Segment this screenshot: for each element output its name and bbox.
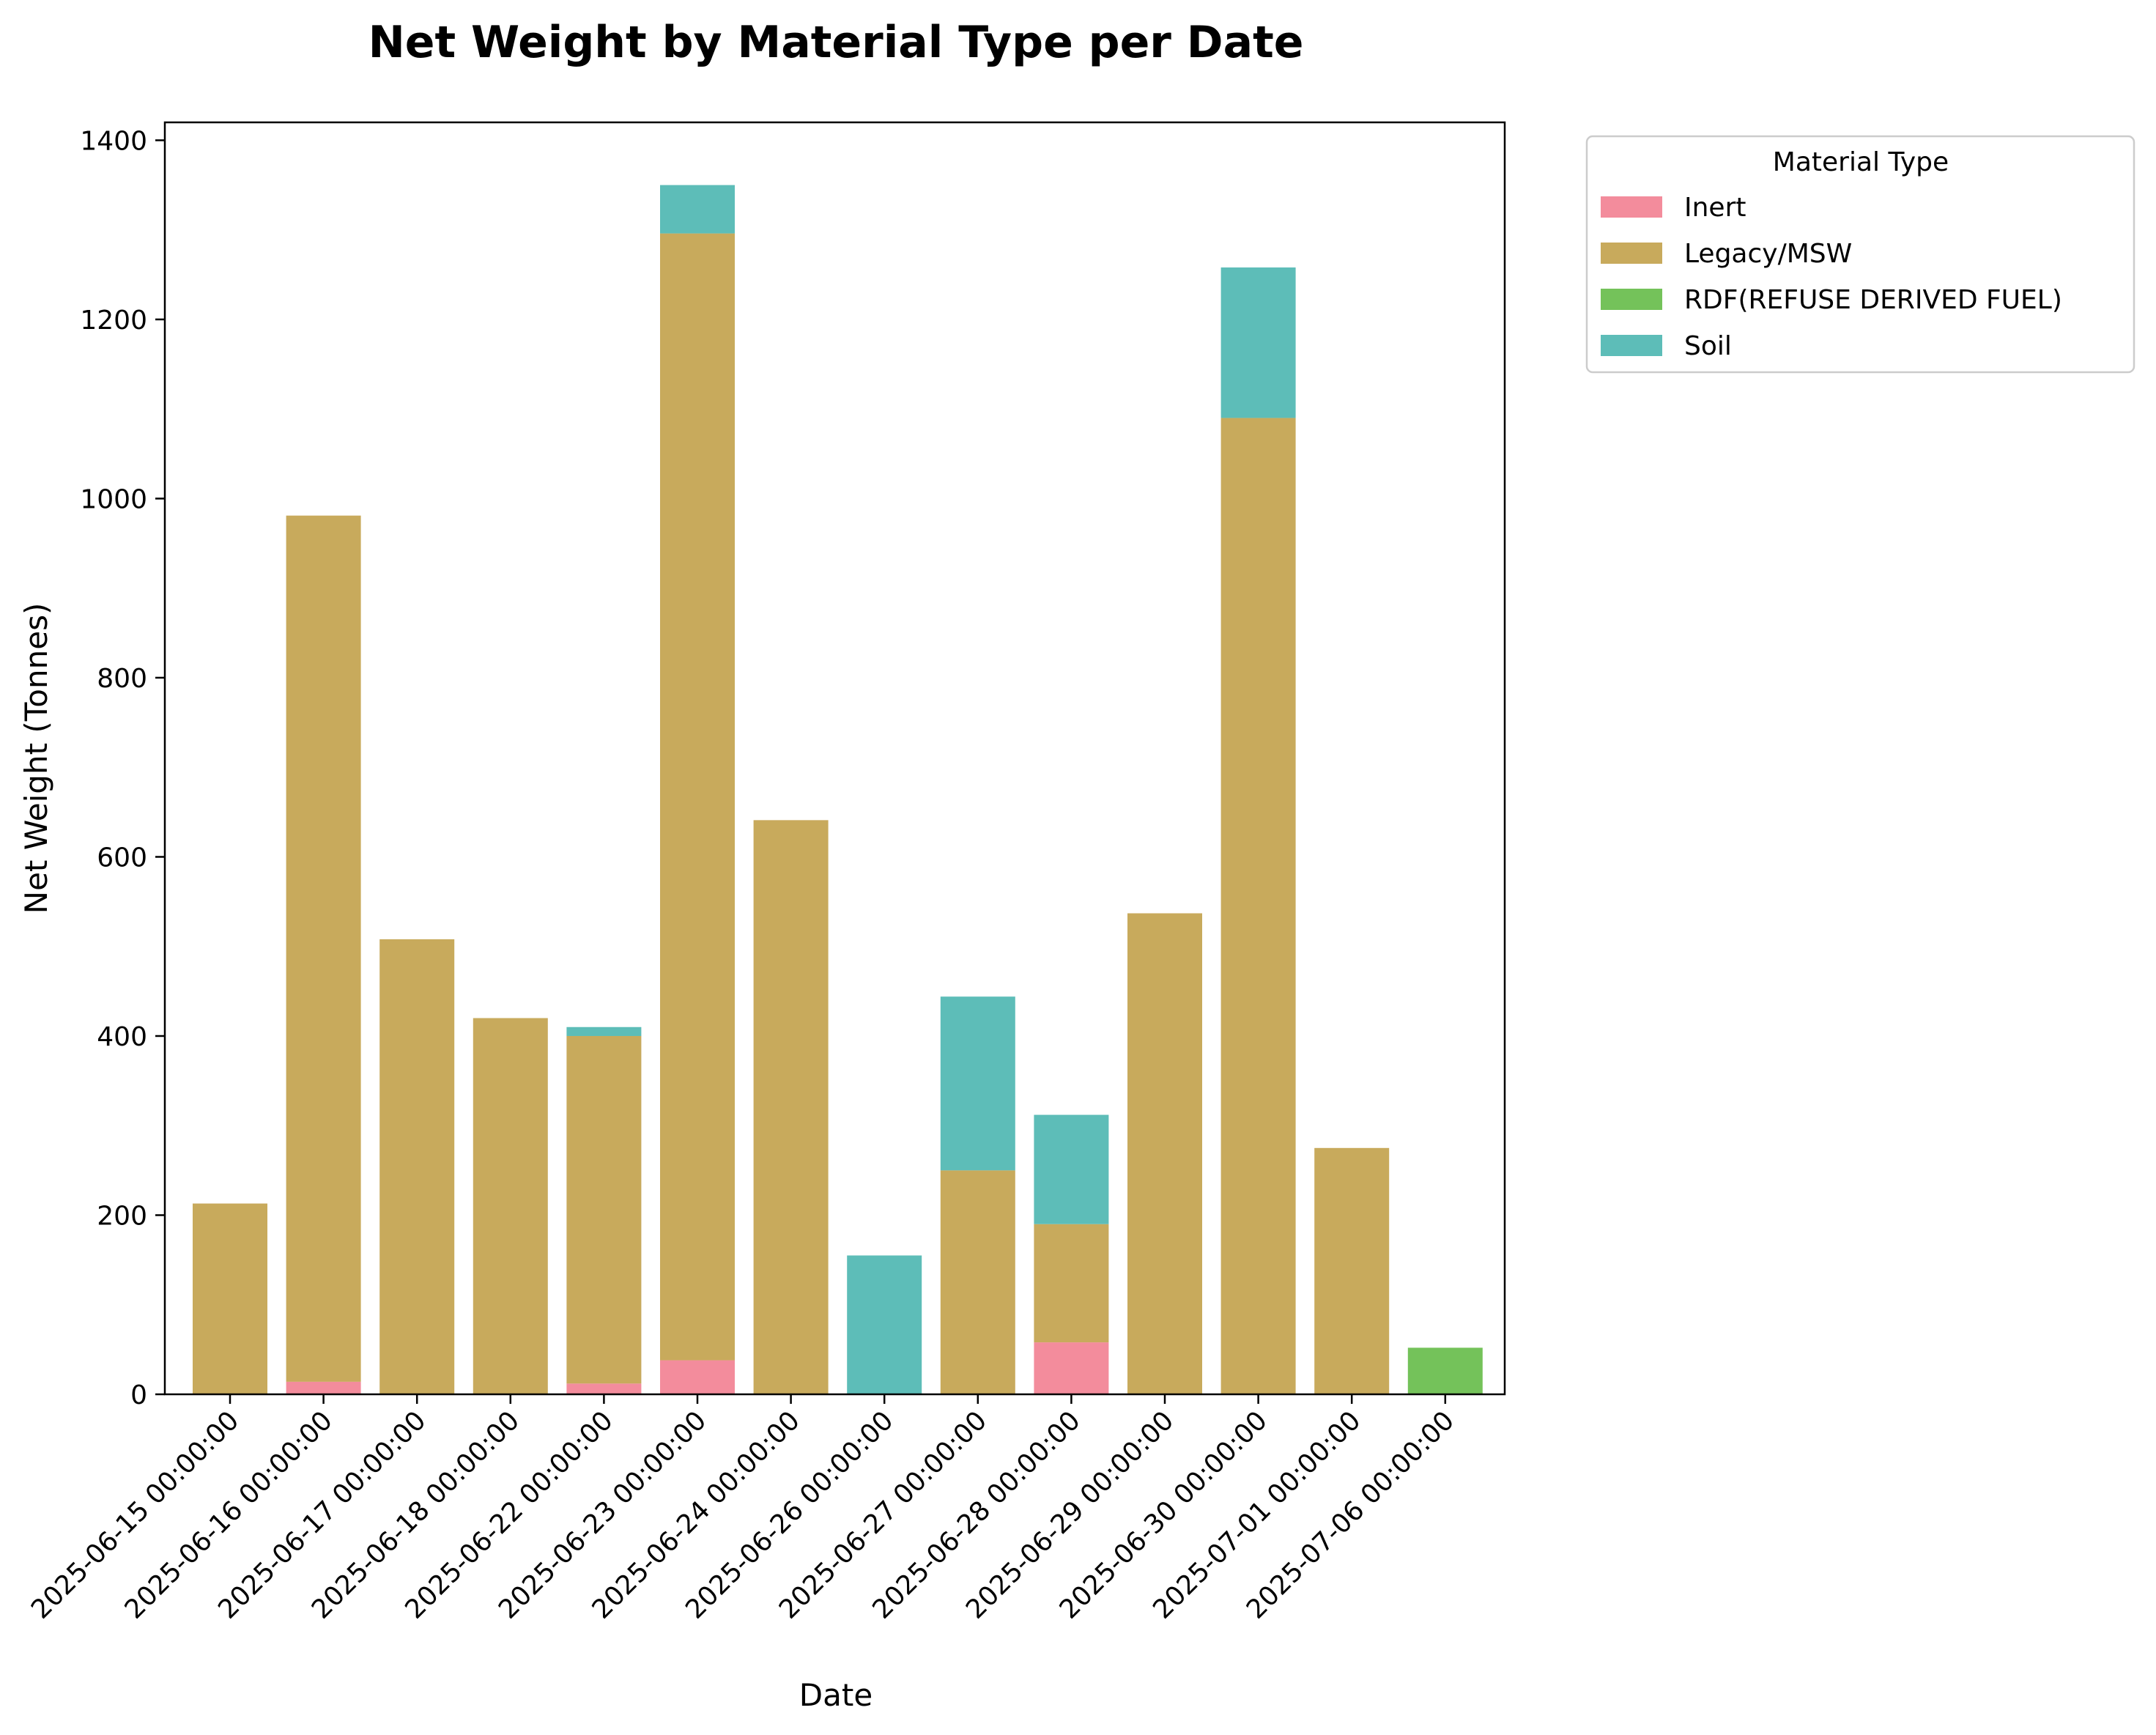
legend-swatch-soil: [1601, 335, 1662, 356]
legend-label-rdf-refuse-derived-fuel: RDF(REFUSE DERIVED FUEL): [1684, 285, 2062, 315]
y-tick-label: 200: [97, 1201, 147, 1231]
bar-inert: [660, 1360, 735, 1394]
bar-soil: [566, 1026, 642, 1036]
bar-inert: [286, 1381, 361, 1394]
bar-rdf-refuse-derived-fuel: [1407, 1347, 1483, 1394]
chart-title: Net Weight by Material Type per Date: [368, 17, 1304, 68]
y-tick-label: 1400: [80, 126, 147, 156]
y-axis-ticks: 0 200 400 600 800 1000 1200 1400: [80, 126, 165, 1410]
bar-soil: [660, 185, 735, 234]
bar-legacy-msw: [660, 233, 735, 1361]
y-tick-label: 800: [97, 664, 147, 694]
y-tick-label: 0: [130, 1380, 147, 1410]
legend-label-legacy-msw: Legacy/MSW: [1684, 239, 1852, 269]
bar-soil: [847, 1255, 922, 1394]
bar-legacy-msw: [1034, 1224, 1109, 1343]
legend-label-soil: Soil: [1684, 331, 1732, 361]
x-axis-label: Date: [799, 1677, 873, 1713]
legend-swatch-rdf-refuse-derived-fuel: [1601, 289, 1662, 310]
y-tick-label: 1000: [80, 484, 147, 514]
bar-inert: [566, 1383, 642, 1394]
y-tick-label: 600: [97, 843, 147, 873]
legend-label-inert: Inert: [1684, 193, 1746, 223]
y-axis-label: Net Weight (Tonnes): [18, 603, 54, 914]
legend-items: Inert Legacy/MSW RDF(REFUSE DERIVED FUEL) S…: [1601, 193, 2062, 361]
bar-legacy-msw: [753, 820, 829, 1394]
bar-legacy-msw: [193, 1203, 267, 1394]
plot-frame: [163, 121, 1506, 1396]
bar-soil: [940, 996, 1015, 1171]
bar-legacy-msw: [379, 939, 455, 1394]
bar-soil: [1220, 267, 1296, 418]
y-tick-label: 1200: [80, 306, 147, 336]
bar-legacy-msw: [1314, 1147, 1390, 1394]
bar-soil: [1034, 1114, 1109, 1224]
legend-box: [1585, 135, 2135, 374]
bar-legacy-msw: [1127, 913, 1202, 1394]
bar-legacy-msw: [940, 1170, 1015, 1394]
y-tick-label: 400: [97, 1022, 147, 1052]
bar-legacy-msw: [566, 1035, 642, 1384]
legend: Material Type Inert Legacy/MSW RDF(REFUSE …: [1585, 135, 2135, 374]
legend-swatch-legacy-msw: [1601, 243, 1662, 264]
bar-legacy-msw: [286, 515, 361, 1382]
bar-legacy-msw: [1220, 418, 1296, 1394]
bars-layer: [193, 185, 1483, 1394]
legend-swatch-inert: [1601, 196, 1662, 218]
legend-title: Material Type: [1773, 147, 1949, 177]
bar-inert: [1034, 1342, 1109, 1394]
bar-legacy-msw: [473, 1018, 548, 1394]
